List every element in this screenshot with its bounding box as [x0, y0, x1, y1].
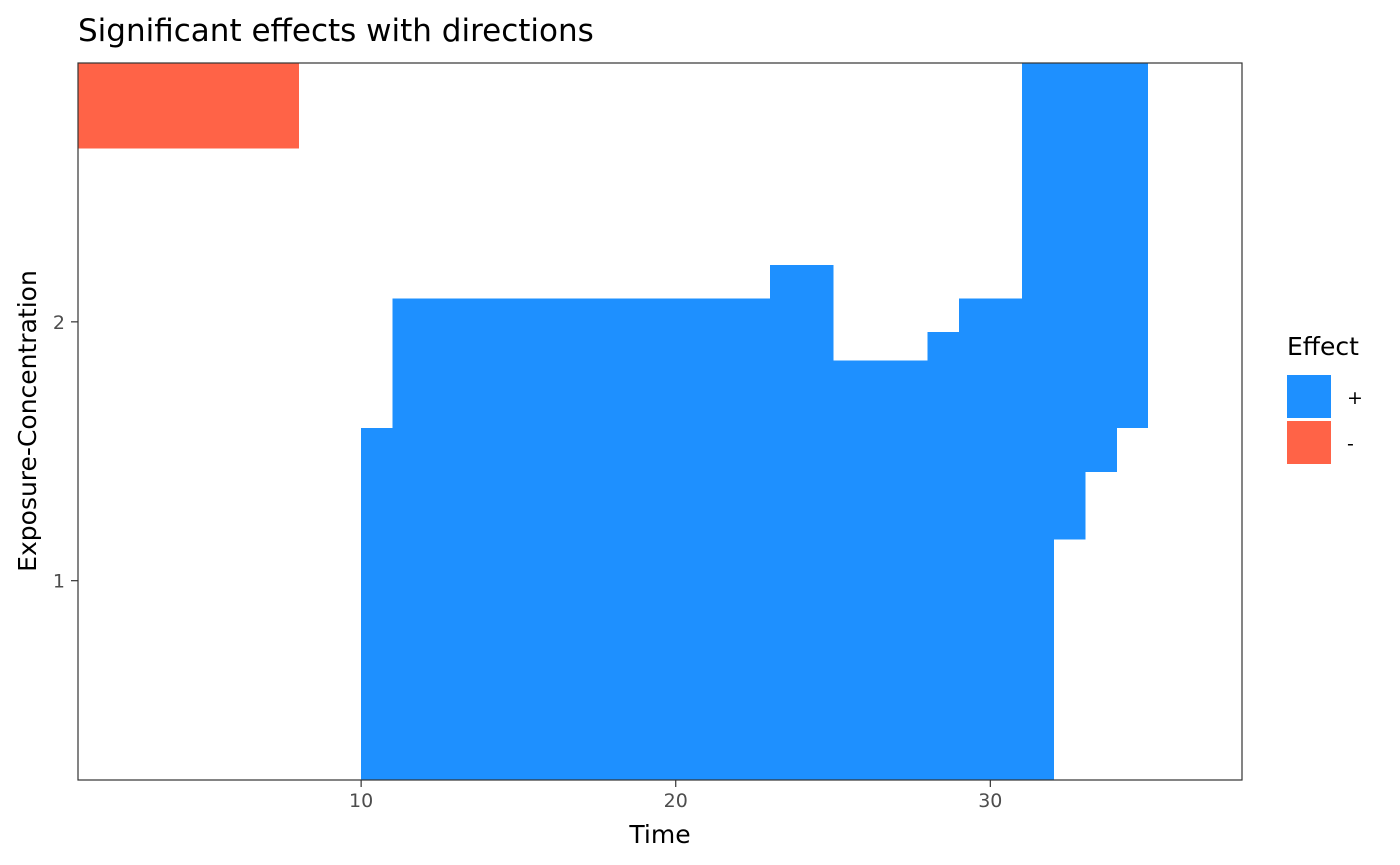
- panel-border: [77, 62, 1243, 781]
- effect-region-1: [78, 63, 299, 149]
- y-axis: 12: [53, 312, 78, 593]
- legend-label-2: -: [1347, 433, 1354, 455]
- y-axis-title: Exposure-Concentration: [13, 270, 42, 572]
- x-tick-label: 10: [349, 790, 373, 812]
- x-tick-label: 20: [664, 790, 688, 812]
- x-axis-title: Time: [628, 820, 690, 849]
- chart-title: Significant effects with directions: [78, 13, 594, 49]
- legend-key-1: [1287, 375, 1331, 418]
- legend-title: Effect: [1287, 332, 1359, 361]
- plot-area: [77, 62, 1243, 781]
- x-axis: 10 20 30: [349, 780, 1002, 812]
- x-tick-label: 30: [978, 790, 1002, 812]
- legend-label-1: +: [1347, 387, 1363, 409]
- effect-regions: [78, 63, 1149, 780]
- legend-entries: +-: [1287, 375, 1363, 464]
- effect-region-2: [361, 427, 394, 780]
- effect-region-6: [927, 332, 960, 780]
- effect-region-3: [392, 298, 771, 780]
- effect-region-10: [1084, 63, 1117, 472]
- legend-key-2: [1287, 421, 1331, 464]
- effect-region-7: [958, 298, 1023, 780]
- y-tick-label: 1: [53, 571, 65, 593]
- effect-region-5: [833, 360, 929, 780]
- effect-region-9: [1053, 63, 1086, 540]
- effect-region-4: [770, 264, 834, 780]
- legend: Effect +-: [1287, 332, 1363, 464]
- y-tick-label: 2: [53, 312, 65, 334]
- effect-region-11: [1116, 63, 1149, 428]
- effect-region-8: [1021, 63, 1054, 780]
